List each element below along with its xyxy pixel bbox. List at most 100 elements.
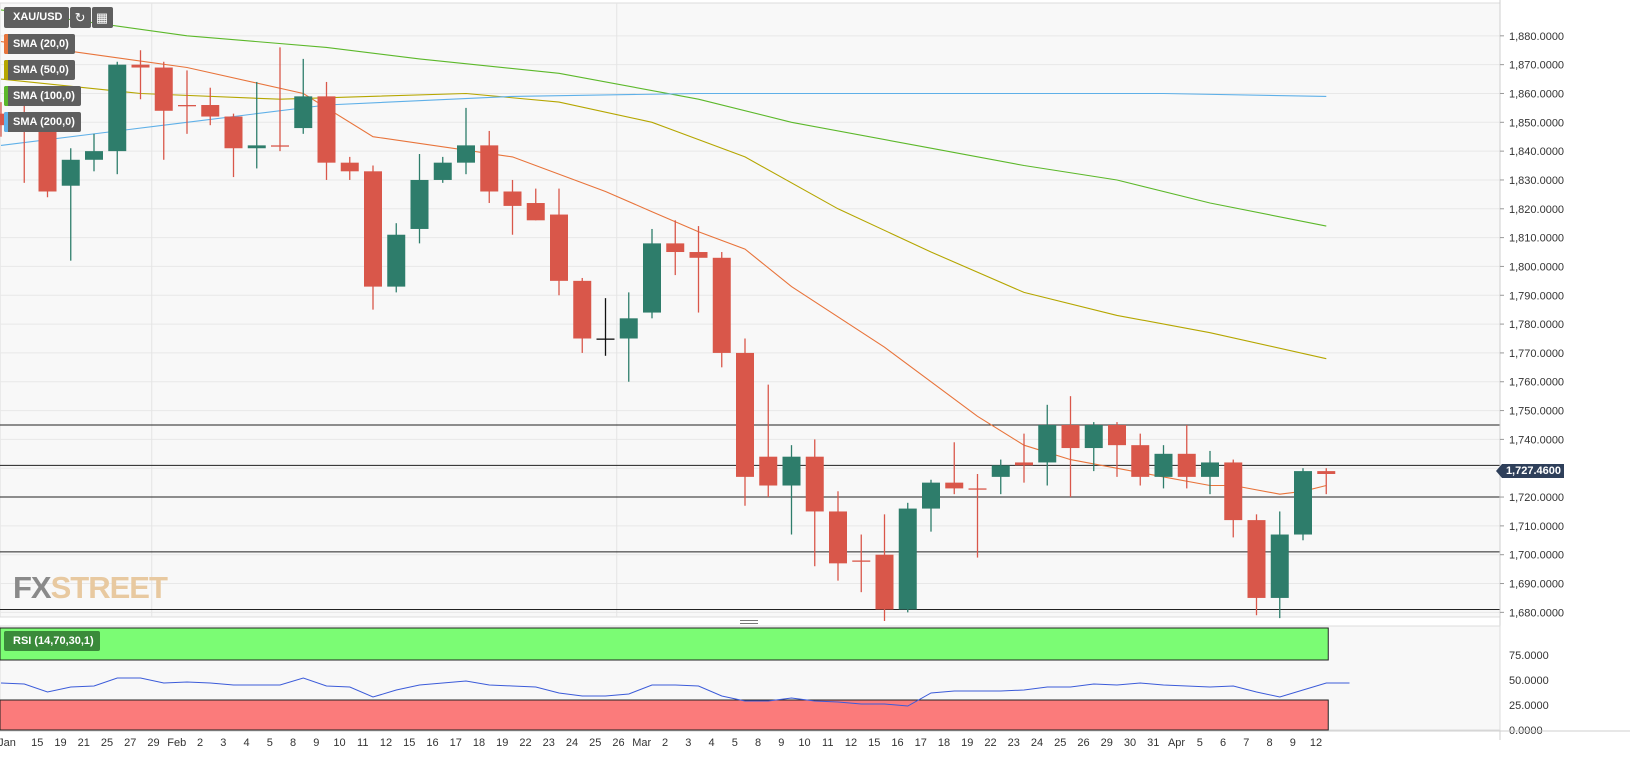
candle-body	[619, 318, 638, 339]
price-plot-area	[0, 2, 1501, 618]
candle-body	[550, 214, 568, 281]
price-axis: 1,680.0000 1,690.0000 1,700.0000 1,710.0000…	[1499, 0, 1564, 740]
price-tick-label: 1,850.0000	[1509, 117, 1564, 129]
candle-body	[968, 488, 987, 490]
candle-body	[457, 145, 475, 163]
candle-body	[247, 145, 266, 149]
candle-body	[1131, 445, 1150, 477]
candle-body	[503, 191, 522, 206]
candle-body	[712, 257, 731, 353]
rsi-label[interactable]: RSI (14,70,30,1)	[4, 631, 100, 651]
candle-body	[317, 96, 336, 163]
candle-body	[61, 159, 80, 186]
time-tick-label: 8	[1266, 737, 1272, 749]
legend-item[interactable]: SMA (100,0)	[4, 86, 81, 106]
candle-body	[131, 64, 150, 68]
legend-item[interactable]: SMA (50,0)	[4, 60, 75, 80]
price-tick-label: 1,690.0000	[1509, 579, 1564, 591]
candle-body	[154, 67, 173, 111]
candle-body	[224, 116, 243, 149]
time-tick-label: 5	[732, 737, 738, 749]
price-tick-label: 1,720.0000	[1509, 492, 1564, 504]
time-tick-label: 26	[1077, 737, 1089, 749]
candle-body	[1224, 462, 1243, 521]
price-tick-label: 1,830.0000	[1509, 175, 1564, 187]
candle-body	[689, 252, 708, 258]
candle-body	[898, 508, 917, 610]
candle-body	[1294, 471, 1312, 535]
price-tick-label: 1,780.0000	[1509, 319, 1564, 331]
candle-body	[85, 151, 103, 160]
candle-body	[945, 482, 964, 489]
candle-body	[1201, 462, 1219, 477]
candle-body	[782, 456, 801, 486]
time-tick-label: 22	[984, 737, 996, 749]
candle-body	[805, 456, 824, 512]
time-tick-label: 26	[612, 737, 624, 749]
time-tick-label: 18	[473, 737, 485, 749]
candle-body	[875, 554, 894, 610]
time-tick-label: 24	[1031, 737, 1043, 749]
time-tick-label: 5	[267, 737, 273, 749]
sma-line	[0, 9, 1327, 227]
time-tick-label: 2	[662, 737, 668, 749]
time-tick-label: 9	[313, 737, 319, 749]
legend-label: SMA (200,0)	[13, 116, 75, 128]
refresh-icon[interactable]: ↻	[69, 7, 91, 28]
price-tick-label: 1,750.0000	[1509, 406, 1564, 418]
candle-body	[387, 234, 406, 287]
price-tick-label: 1,800.0000	[1509, 261, 1564, 273]
rsi-overbought-zone	[0, 627, 1329, 661]
candle-body	[759, 456, 778, 486]
panel-resize-handle[interactable]	[740, 620, 758, 626]
candle-body	[1247, 520, 1266, 598]
symbol-label[interactable]: XAU/USD	[4, 7, 69, 28]
price-tick-label: 1,870.0000	[1509, 60, 1564, 72]
candle-body	[480, 145, 499, 192]
time-tick-label: 29	[1101, 737, 1113, 749]
time-tick-label: 29	[147, 737, 159, 749]
time-tick-label: 7	[1243, 737, 1249, 749]
time-tick-label: 10	[798, 737, 810, 749]
time-tick-label: 16	[426, 737, 438, 749]
time-tick-label: 11	[822, 737, 833, 749]
time-tick-label: 9	[778, 737, 784, 749]
time-tick-label: 2	[197, 737, 203, 749]
symbol-selector[interactable]: XAU/USD ↻ ▦	[4, 7, 113, 28]
candle-body	[433, 162, 452, 180]
calendar-icon[interactable]: ▦	[91, 7, 113, 28]
time-tick-label: 18	[938, 737, 950, 749]
price-tick-label: 1,860.0000	[1509, 88, 1564, 100]
time-tick-label: 8	[290, 737, 296, 749]
legend-swatch	[4, 34, 8, 54]
price-tick-label: 1,770.0000	[1509, 348, 1564, 360]
price-tick-label: 1,790.0000	[1509, 290, 1564, 302]
time-tick-label: 23	[1008, 737, 1020, 749]
candle-body	[271, 145, 289, 147]
legend-label: SMA (100,0)	[13, 90, 75, 102]
legend-item[interactable]: SMA (200,0)	[4, 112, 81, 132]
time-tick-label: 11	[357, 737, 368, 749]
candle-body	[1084, 424, 1103, 449]
time-tick-label: 17	[915, 737, 927, 749]
price-tick-label: 1,810.0000	[1509, 233, 1564, 245]
candle-body	[364, 171, 382, 287]
candle-body	[1154, 453, 1173, 477]
time-tick-label: 3	[220, 737, 226, 749]
time-tick-label: 24	[566, 737, 578, 749]
candle-body	[1177, 453, 1196, 477]
time-tick-label: 5	[1197, 737, 1203, 749]
time-tick-label: 10	[333, 737, 345, 749]
rsi-tick-label: 50.0000	[1509, 675, 1549, 687]
candle-body	[922, 482, 940, 509]
candle-body	[852, 560, 871, 562]
legend-item[interactable]: SMA (20,0)	[4, 34, 75, 54]
legend-swatch	[4, 86, 8, 106]
candles	[0, 47, 1336, 621]
time-tick-label: 19	[54, 737, 66, 749]
rsi-oversold-zone	[0, 699, 1329, 731]
time-tick-label: Feb	[167, 737, 186, 749]
candle-body	[410, 179, 429, 229]
